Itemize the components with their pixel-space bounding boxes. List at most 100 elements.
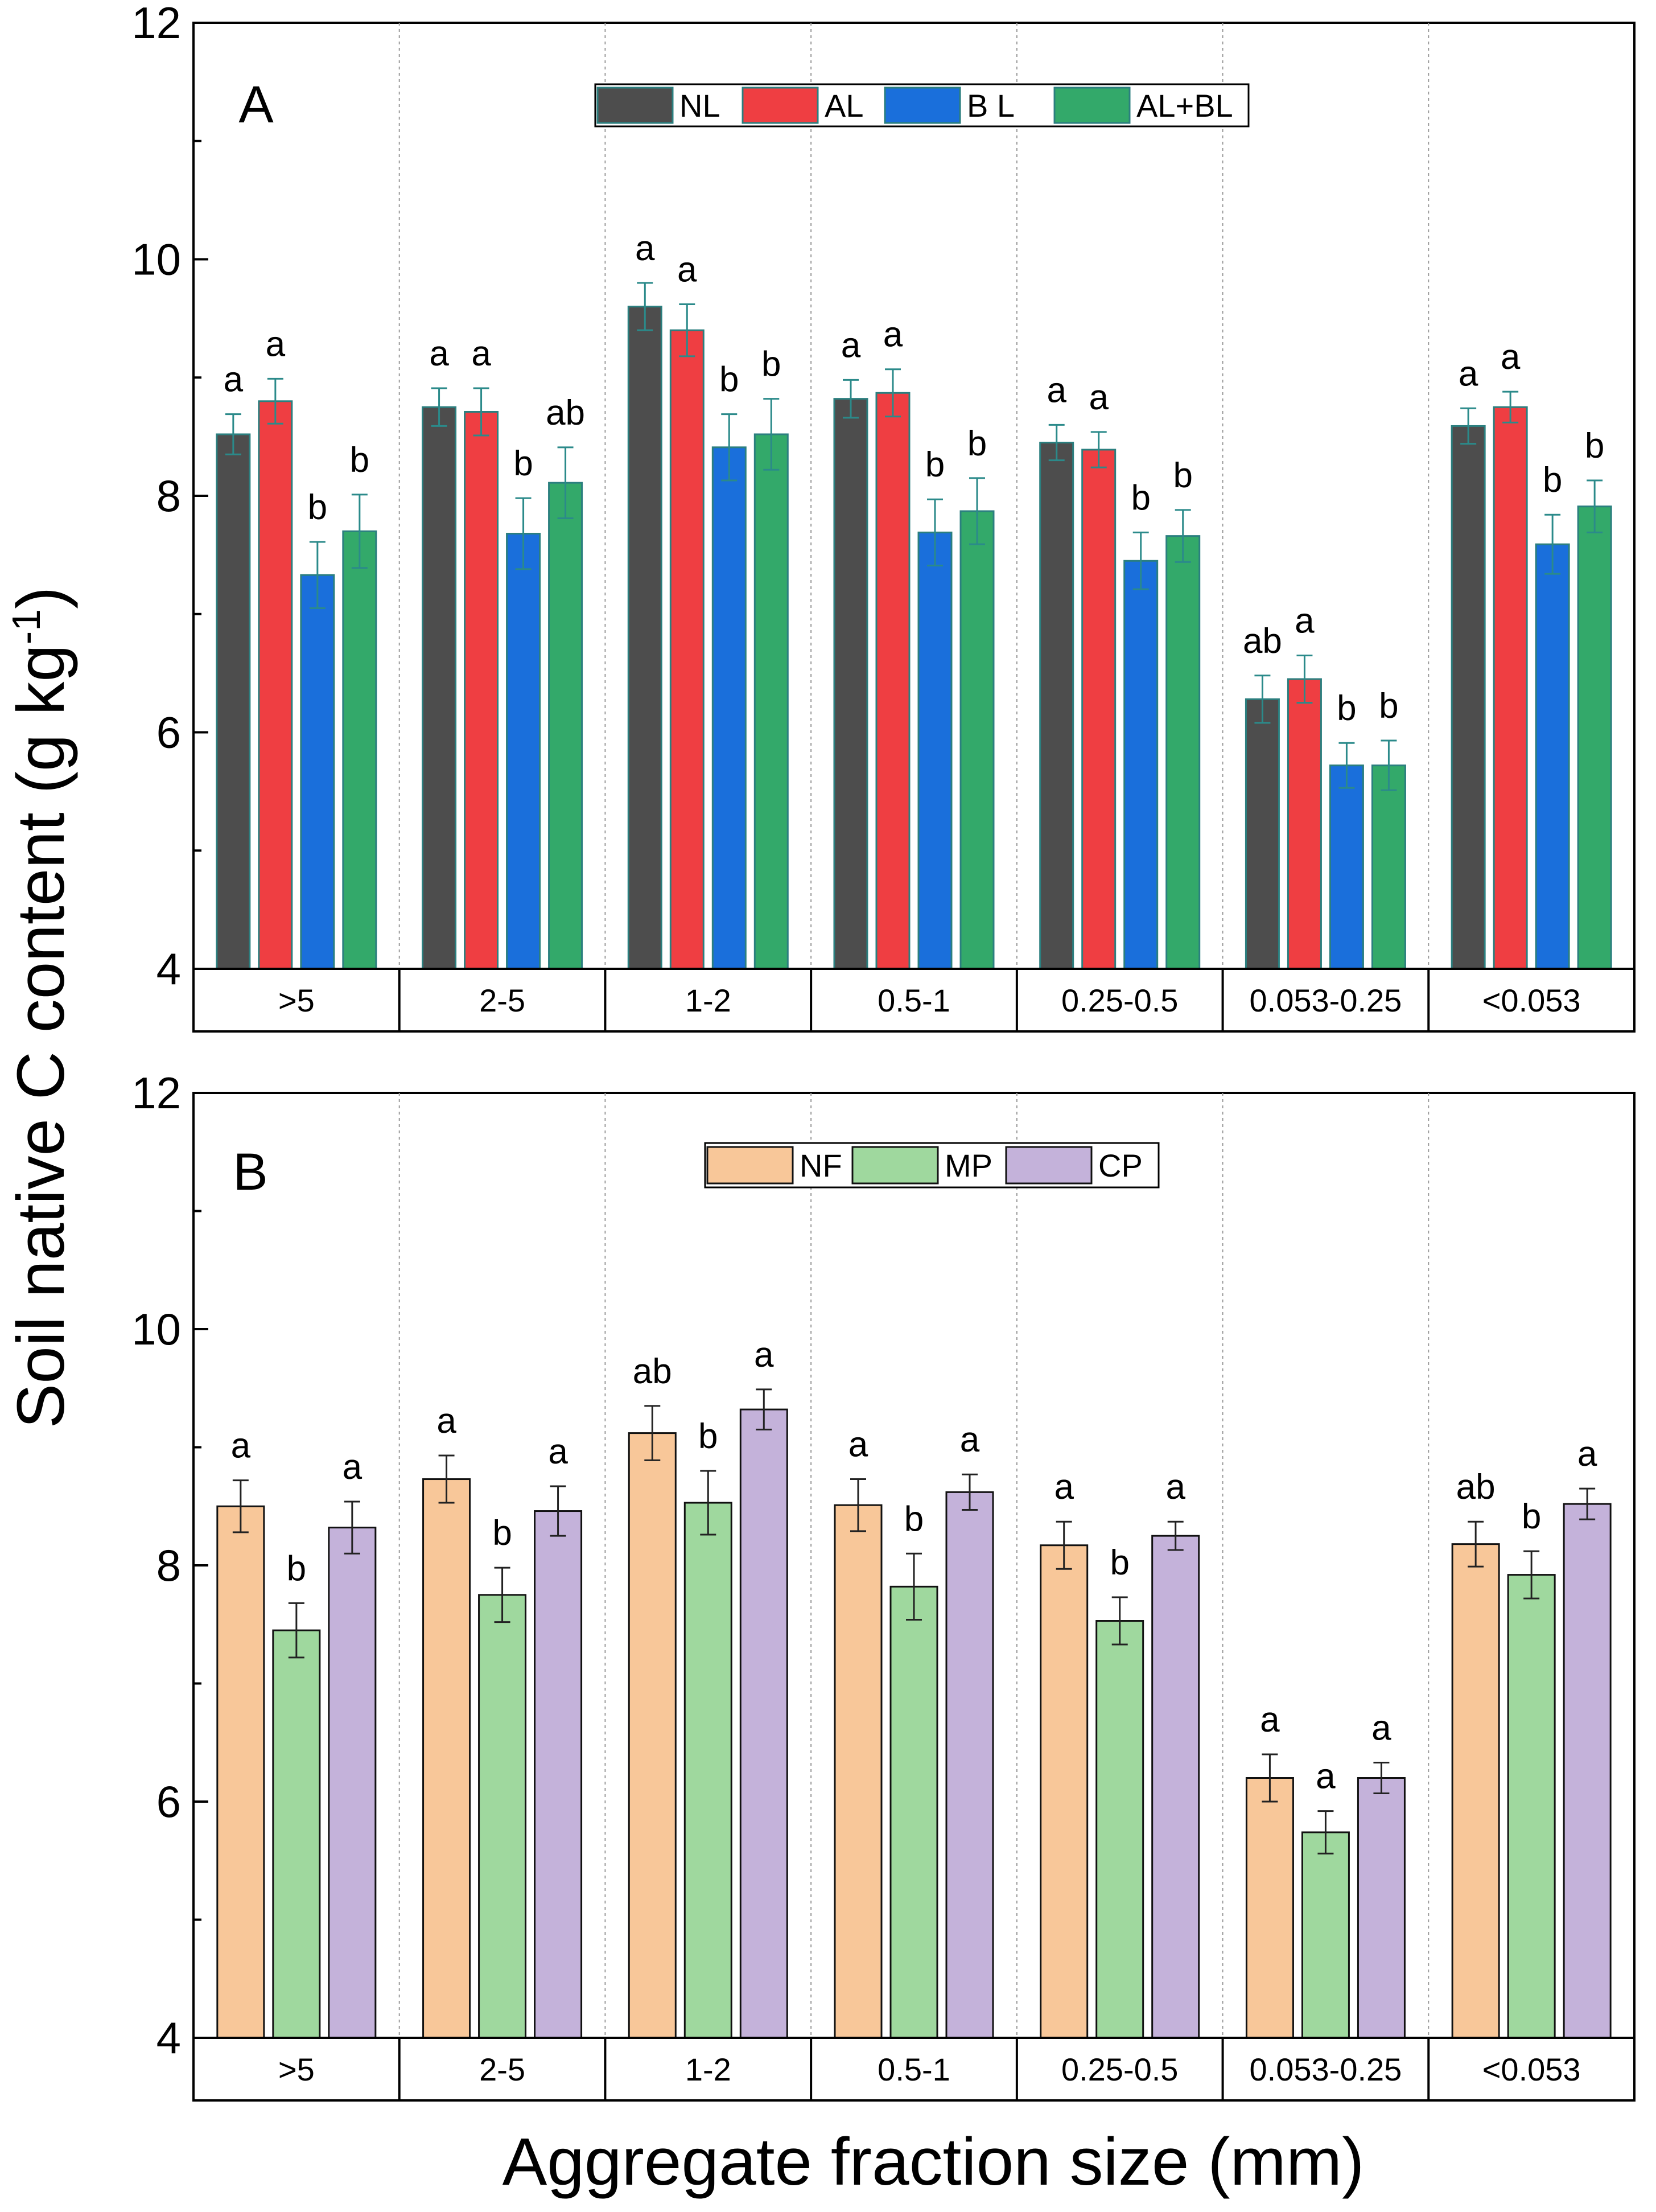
- bar: [1287, 678, 1322, 970]
- bar: [534, 1510, 583, 2039]
- significance-letter: a: [1371, 1709, 1391, 1748]
- significance-letter: a: [343, 1448, 362, 1487]
- bar: [258, 400, 293, 970]
- y-tick-label: 4: [156, 2013, 181, 2063]
- bar: [669, 329, 705, 970]
- significance-letter: a: [1501, 338, 1521, 377]
- significance-letter: ab: [633, 1352, 672, 1391]
- y-tick-label: 10: [131, 235, 181, 285]
- bar: [1535, 543, 1570, 970]
- significance-letter: a: [1054, 1467, 1074, 1507]
- bar: [1081, 449, 1117, 970]
- bar: [1451, 425, 1486, 970]
- significance-letter: a: [841, 326, 861, 365]
- bar: [1507, 1574, 1556, 2039]
- x-category-label: 0.5-1: [878, 982, 950, 1018]
- bar: [1493, 406, 1528, 970]
- bar: [478, 1594, 527, 2039]
- bar: [875, 392, 911, 970]
- significance-letter: b: [1337, 689, 1356, 728]
- x-category-label: 1-2: [685, 2051, 731, 2087]
- significance-letter: a: [754, 1335, 774, 1375]
- bar: [1245, 698, 1280, 970]
- significance-letter: b: [492, 1514, 512, 1553]
- significance-letter: b: [1173, 456, 1192, 495]
- significance-letter: a: [1459, 354, 1478, 393]
- x-axis-title: Aggregate fraction size (mm): [502, 2124, 1365, 2199]
- bar: [917, 531, 953, 970]
- x-category-label: >5: [278, 982, 315, 1018]
- bar: [328, 1527, 377, 2039]
- y-tick-label: 8: [156, 471, 181, 521]
- significance-letter: b: [925, 445, 945, 484]
- bar: [1123, 560, 1159, 970]
- significance-letter: a: [1165, 1467, 1185, 1507]
- bar: [834, 1504, 883, 2039]
- bar: [422, 1478, 471, 2039]
- bar: [1577, 505, 1612, 970]
- significance-letter: b: [1585, 426, 1604, 466]
- bar: [739, 1408, 788, 2039]
- plot-frame: [192, 22, 1636, 970]
- legend-swatch: [851, 1146, 939, 1185]
- significance-letter: b: [719, 360, 739, 400]
- significance-letter: b: [1379, 686, 1398, 726]
- legend-label: B L: [967, 88, 1015, 124]
- bar: [628, 1432, 677, 2039]
- x-category-label: 0.053-0.25: [1250, 2051, 1402, 2087]
- category-table: [192, 2037, 1636, 2102]
- bar: [1165, 535, 1201, 970]
- legend-label: CP: [1098, 1148, 1143, 1183]
- bar: [1040, 1544, 1089, 2039]
- bar: [1371, 764, 1406, 970]
- y-tick-label: 4: [156, 944, 181, 994]
- x-category-label: 2-5: [479, 2051, 525, 2087]
- significance-letter: a: [1089, 378, 1109, 417]
- bar: [1095, 1620, 1144, 2039]
- significance-letter: a: [1047, 371, 1066, 410]
- legend-swatch: [742, 87, 819, 124]
- x-category-label: 0.25-0.5: [1061, 982, 1179, 1018]
- significance-letter: a: [1295, 601, 1315, 640]
- y-tick-label: 6: [156, 708, 181, 758]
- x-category-label: 0.25-0.5: [1061, 2051, 1179, 2087]
- significance-letter: a: [471, 334, 491, 373]
- bar: [1301, 1831, 1350, 2039]
- bar: [422, 406, 457, 970]
- x-category-label: 1-2: [685, 982, 731, 1018]
- significance-letter: a: [436, 1401, 456, 1441]
- significance-letter: a: [224, 360, 244, 400]
- bar: [1451, 1543, 1500, 2039]
- significance-letter: a: [635, 229, 655, 268]
- bar: [945, 1491, 994, 2039]
- bar: [627, 306, 662, 970]
- significance-letter: b: [761, 345, 781, 384]
- legend-label: MP: [945, 1148, 992, 1183]
- significance-letter: ab: [546, 393, 585, 433]
- legend-swatch: [1005, 1146, 1093, 1185]
- significance-letter: a: [1577, 1434, 1597, 1474]
- x-category-label: >5: [278, 2051, 315, 2087]
- y-tick-label: 12: [131, 0, 181, 48]
- bar: [683, 1502, 732, 2039]
- significance-letter: b: [513, 444, 533, 483]
- bar: [889, 1585, 938, 2039]
- y-axis-title: Soil native C content (g kg-1): [3, 587, 79, 1429]
- bar: [1357, 1777, 1406, 2039]
- significance-letter: a: [266, 324, 286, 364]
- significance-letter: b: [308, 488, 327, 527]
- legend-label: NF: [800, 1148, 842, 1183]
- y-tick-label: 10: [131, 1304, 181, 1354]
- y-tick-label: 6: [156, 1777, 181, 1827]
- legend-swatch: [706, 1146, 794, 1185]
- bar: [548, 482, 583, 970]
- bar: [1563, 1503, 1612, 2039]
- significance-letter: b: [350, 441, 369, 480]
- significance-letter: a: [1260, 1700, 1280, 1740]
- y-tick-label: 8: [156, 1540, 181, 1590]
- bar: [464, 410, 499, 970]
- legend-label: AL+BL: [1136, 88, 1233, 124]
- significance-letter: b: [1110, 1543, 1129, 1582]
